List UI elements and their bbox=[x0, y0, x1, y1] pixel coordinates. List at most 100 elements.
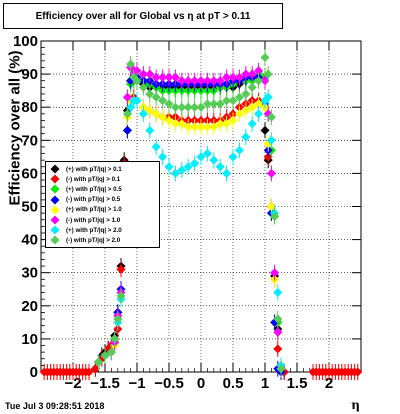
series-5-point bbox=[266, 168, 276, 178]
series-4-point bbox=[247, 102, 257, 112]
series-5-point bbox=[164, 72, 174, 82]
y-tick-label: 60 bbox=[21, 165, 38, 182]
series-6-point bbox=[183, 162, 193, 172]
y-tick-label: 30 bbox=[21, 265, 38, 282]
series-5-point bbox=[170, 72, 180, 82]
series-4-point bbox=[145, 106, 155, 116]
x-tick-label: 1.5 bbox=[287, 375, 308, 392]
series-7-point bbox=[270, 211, 280, 221]
axes: 0 10 20 30 40 50 60 70 80 90 100 −2 −1.5 −1 −0.5 0 0.5 1 1… bbox=[13, 33, 362, 392]
series-7-point bbox=[183, 102, 193, 112]
series-6-point bbox=[228, 152, 238, 162]
series-7-point bbox=[266, 112, 276, 122]
chart-title: Efficiency over all for Global vs η at p… bbox=[3, 3, 283, 29]
series-6-point bbox=[234, 145, 244, 155]
series-6-point bbox=[177, 165, 187, 175]
series-7-point bbox=[94, 357, 104, 367]
x-tick-label: −2 bbox=[64, 375, 81, 392]
legend-entry: (+) with pT/|q| > 0.5 bbox=[50, 184, 155, 194]
series-4-point bbox=[228, 115, 238, 125]
legend-marker bbox=[50, 164, 60, 174]
y-tick-label: 50 bbox=[21, 199, 38, 216]
legend-label: (-) with pT/|q| > 2.0 bbox=[66, 236, 121, 244]
legend: (+) with pT/|q| > 0.1 (-) with pT/|q| > 0… bbox=[45, 161, 160, 248]
series-6-point bbox=[273, 288, 283, 298]
series-4-point bbox=[177, 119, 187, 129]
series-5-point bbox=[241, 69, 251, 79]
legend-label: (+) with pT/|q| > 1.0 bbox=[66, 206, 122, 214]
series-5-point bbox=[183, 76, 193, 86]
series-6-point bbox=[215, 162, 225, 172]
series-4-point bbox=[215, 119, 225, 129]
legend-entry: (-) with pT/|q| > 2.0 bbox=[50, 235, 155, 245]
series-6-point bbox=[132, 96, 142, 106]
series-7-point bbox=[276, 364, 286, 374]
legend-marker bbox=[50, 195, 60, 205]
series-7-point bbox=[215, 99, 225, 109]
series-7-point bbox=[228, 96, 238, 106]
series-4-point bbox=[241, 106, 251, 116]
legend-entry: (+) with pT/|q| > 1.0 bbox=[50, 205, 155, 215]
series-4-point bbox=[254, 99, 264, 109]
series-6-point bbox=[126, 102, 136, 112]
legend-entry: (+) with pT/|q| > 0.1 bbox=[50, 164, 155, 174]
series-7-point bbox=[209, 99, 219, 109]
series-7-point bbox=[247, 82, 257, 92]
series-7-point bbox=[177, 102, 187, 112]
series-4-point bbox=[202, 122, 212, 132]
series-7-point bbox=[138, 82, 148, 92]
series-4-point bbox=[209, 122, 219, 132]
x-tick-label: 1 bbox=[261, 375, 269, 392]
series-7-point bbox=[158, 96, 168, 106]
series-5-point bbox=[132, 66, 142, 76]
series-5-point bbox=[209, 76, 219, 86]
legend-label: (-) with pT/|q| > 0.5 bbox=[66, 196, 121, 204]
series-6-point bbox=[266, 135, 276, 145]
series-5-point bbox=[234, 72, 244, 82]
series-7-point bbox=[116, 291, 126, 301]
series-6-point bbox=[138, 109, 148, 119]
series-6-point bbox=[247, 119, 257, 129]
series-5-point bbox=[215, 76, 225, 86]
series-4-point bbox=[234, 109, 244, 119]
x-tick-label: 2 bbox=[325, 375, 333, 392]
y-tick-label: 40 bbox=[21, 232, 38, 249]
y-axis-label: Efficiency over all (%) bbox=[6, 50, 24, 206]
series-3-point bbox=[122, 125, 132, 135]
series-1-point bbox=[116, 264, 126, 274]
series-5-point bbox=[254, 66, 264, 76]
series-5-point bbox=[202, 76, 212, 86]
series-5-point bbox=[122, 92, 132, 102]
y-tick-label: 90 bbox=[21, 66, 38, 83]
series-6-point bbox=[151, 142, 161, 152]
series-7-point bbox=[164, 99, 174, 109]
series-6-point bbox=[164, 162, 174, 172]
series-7-point bbox=[222, 96, 232, 106]
series-4-point bbox=[266, 202, 276, 211]
series-0-point bbox=[260, 125, 270, 135]
legend-entry: (-) with pT/|q| > 0.1 bbox=[50, 174, 155, 184]
series-5-point bbox=[190, 76, 200, 86]
series-6-point bbox=[170, 168, 180, 178]
legend-marker bbox=[50, 235, 60, 245]
legend-label: (+) with pT/|q| > 2.0 bbox=[66, 226, 122, 234]
series-4-point bbox=[222, 119, 232, 129]
legend-label: (+) with pT/|q| > 0.5 bbox=[66, 185, 122, 193]
series-6-point bbox=[190, 158, 200, 168]
series-7-point bbox=[234, 92, 244, 102]
data-marks bbox=[39, 49, 363, 380]
series-6-point bbox=[241, 132, 251, 142]
series-4-point bbox=[164, 115, 174, 125]
legend-marker bbox=[50, 174, 60, 184]
series-6-point bbox=[209, 155, 219, 165]
series-4-point bbox=[183, 122, 193, 132]
series-6-point bbox=[158, 152, 168, 162]
series-6-point bbox=[196, 152, 206, 162]
series-4-point bbox=[158, 112, 168, 122]
series-7-point bbox=[122, 109, 132, 119]
series-7-point bbox=[100, 350, 110, 360]
series-7-point bbox=[241, 89, 251, 99]
series-4-point bbox=[151, 109, 161, 119]
x-tick-label: 0.5 bbox=[223, 375, 244, 392]
legend-label: (+) with pT/|q| > 0.1 bbox=[66, 165, 122, 173]
